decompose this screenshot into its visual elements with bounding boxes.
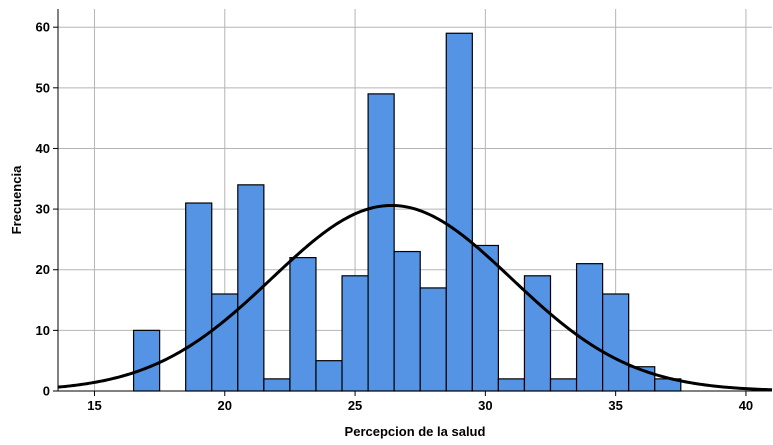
histogram-bar — [211, 293, 239, 392]
x-tick-label: 20 — [218, 398, 232, 413]
histogram-bar — [132, 329, 161, 392]
histogram-bar — [549, 378, 578, 392]
histogram-bar — [419, 287, 447, 392]
histogram-bar — [445, 32, 473, 392]
histogram-bar — [315, 360, 343, 392]
grid-lines — [58, 9, 772, 391]
y-tick-label: 10 — [36, 323, 50, 338]
x-tick-label: 40 — [739, 398, 753, 413]
y-tick-label: 50 — [36, 80, 50, 95]
histogram-bar — [263, 378, 291, 392]
y-tick-label: 30 — [36, 202, 50, 217]
histogram-bar — [575, 263, 604, 392]
normal-curve — [57, 203, 773, 392]
histogram-bar — [185, 202, 213, 392]
x-tick-label: 35 — [608, 398, 622, 413]
histogram-bar — [367, 93, 395, 392]
y-axis-title: Frecuencia — [9, 165, 24, 234]
y-tick-labels: 0 10 20 30 40 50 60 — [36, 20, 50, 399]
histogram-bar — [341, 275, 369, 392]
histogram-bar — [471, 244, 499, 392]
x-tick-labels: 15 20 25 30 35 40 — [87, 398, 753, 413]
x-tick-label: 30 — [478, 398, 492, 413]
x-tick-label: 15 — [87, 398, 101, 413]
y-tick-label: 60 — [36, 20, 50, 35]
y-tick-label: 40 — [36, 141, 50, 156]
histogram-bar — [289, 257, 317, 392]
histogram-bar — [497, 378, 526, 392]
axes — [53, 9, 772, 396]
histogram-bar — [393, 250, 421, 392]
y-tick-label: 0 — [43, 384, 50, 399]
x-axis-title: Percepcion de la salud — [345, 424, 486, 439]
x-tick-label: 25 — [348, 398, 362, 413]
y-tick-label: 20 — [36, 262, 50, 277]
histogram-bar — [602, 293, 630, 392]
